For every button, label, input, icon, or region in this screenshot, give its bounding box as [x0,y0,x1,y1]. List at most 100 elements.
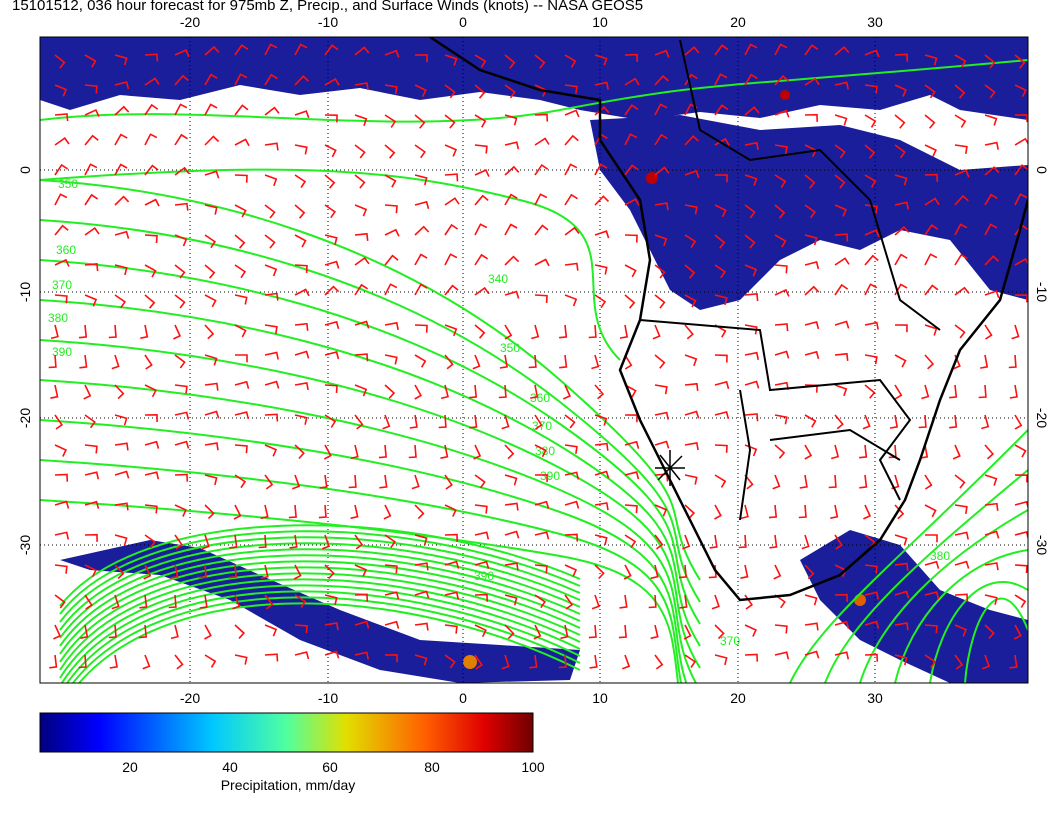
wind-barb [921,384,930,400]
wind-barb [594,564,605,580]
wind-barb [84,163,98,176]
wind-barb [144,294,156,309]
wind-barb [744,293,759,302]
wind-barb [444,284,459,296]
wind-barb [504,324,513,340]
wind-barb [834,144,846,159]
wind-barb [384,283,398,296]
wind-barb [864,283,878,296]
wind-barb [954,474,966,489]
wind-barb [438,414,447,429]
wind-barb [174,384,188,394]
contour-label: 390 [540,469,560,483]
lon-label-top: 30 [867,14,883,30]
wind-barb [444,474,453,490]
wind-barb [324,44,339,56]
wind-barb [504,223,518,236]
wind-barb [354,534,364,550]
wind-barb [288,504,297,519]
lon-label-bottom: 10 [592,690,608,706]
wind-barb [384,620,400,629]
wind-barb [324,594,338,605]
contour-label: 350 [500,341,520,355]
wind-barb [740,564,749,579]
wind-barb [804,444,813,460]
wind-barb [924,591,940,600]
wind-barb [774,444,786,459]
wind-barb [560,624,569,640]
wind-barb [174,411,190,420]
wind-barb [234,234,246,249]
wind-barb [144,198,160,207]
wind-barb [984,594,998,605]
wind-barb [828,474,837,489]
wind-barb [684,324,694,340]
wind-barb [654,504,668,517]
wind-barb [84,444,98,454]
wind-barb [714,411,730,420]
wind-barb [801,534,810,550]
wind-barb [144,354,153,370]
wind-barb [198,564,207,579]
wind-barb [50,324,59,340]
wind-barb [444,114,456,129]
wind-barb [204,324,215,340]
wind-barb [474,593,488,602]
wind-barb [324,285,340,296]
wind-barb [140,324,149,339]
wind-barb [744,204,756,219]
wind-barb [384,591,400,600]
wind-barb [954,324,966,339]
wind-barb [54,473,69,482]
wind-barb [564,84,578,94]
wind-barb [504,141,520,150]
wind-barb [894,201,910,210]
wind-barb [919,444,929,459]
wind-barb [588,324,597,339]
wind-barb [414,384,422,400]
wind-barb [324,78,340,86]
wind-barb [654,166,670,176]
colorbar-tick-label: 20 [122,759,138,775]
contour [60,584,581,683]
wind-barb [264,324,278,335]
wind-barb [804,650,820,659]
wind-barb [559,354,568,369]
wind-barb [954,624,968,637]
wind-barb [534,54,546,69]
wind-barb [624,294,636,309]
wind-barb [624,354,633,370]
wind-barb [54,594,66,609]
wind-barb [684,204,698,215]
wind-barb [114,414,128,426]
lon-label-bottom: 20 [730,690,746,706]
wind-barb [834,593,848,602]
wind-barb [624,264,637,278]
wind-barb [679,594,688,609]
wind-barb [414,200,430,210]
wind-barb [234,294,248,305]
wind-barb [204,234,217,249]
lat-label-right: -30 [1034,535,1050,555]
wind-barb [54,258,70,267]
wind-barb [414,590,430,599]
wind-barb [654,534,664,550]
wind-barb [264,73,278,86]
wind-barb [624,234,638,243]
wind-barb [924,84,936,99]
wind-barb [984,141,999,150]
wind-barb [924,324,938,336]
wind-barb [348,474,357,489]
contour [40,219,701,603]
wind-barb [744,73,758,86]
wind-barb [474,169,490,177]
wind-barb [174,504,187,517]
wind-barb [174,264,186,279]
wind-barb [504,624,515,640]
wind-barb [384,354,398,365]
wind-barb [954,169,970,178]
wind-barb [864,620,880,629]
wind-barb [84,108,100,117]
wind-barb [864,144,876,159]
wind-barb [954,223,968,236]
